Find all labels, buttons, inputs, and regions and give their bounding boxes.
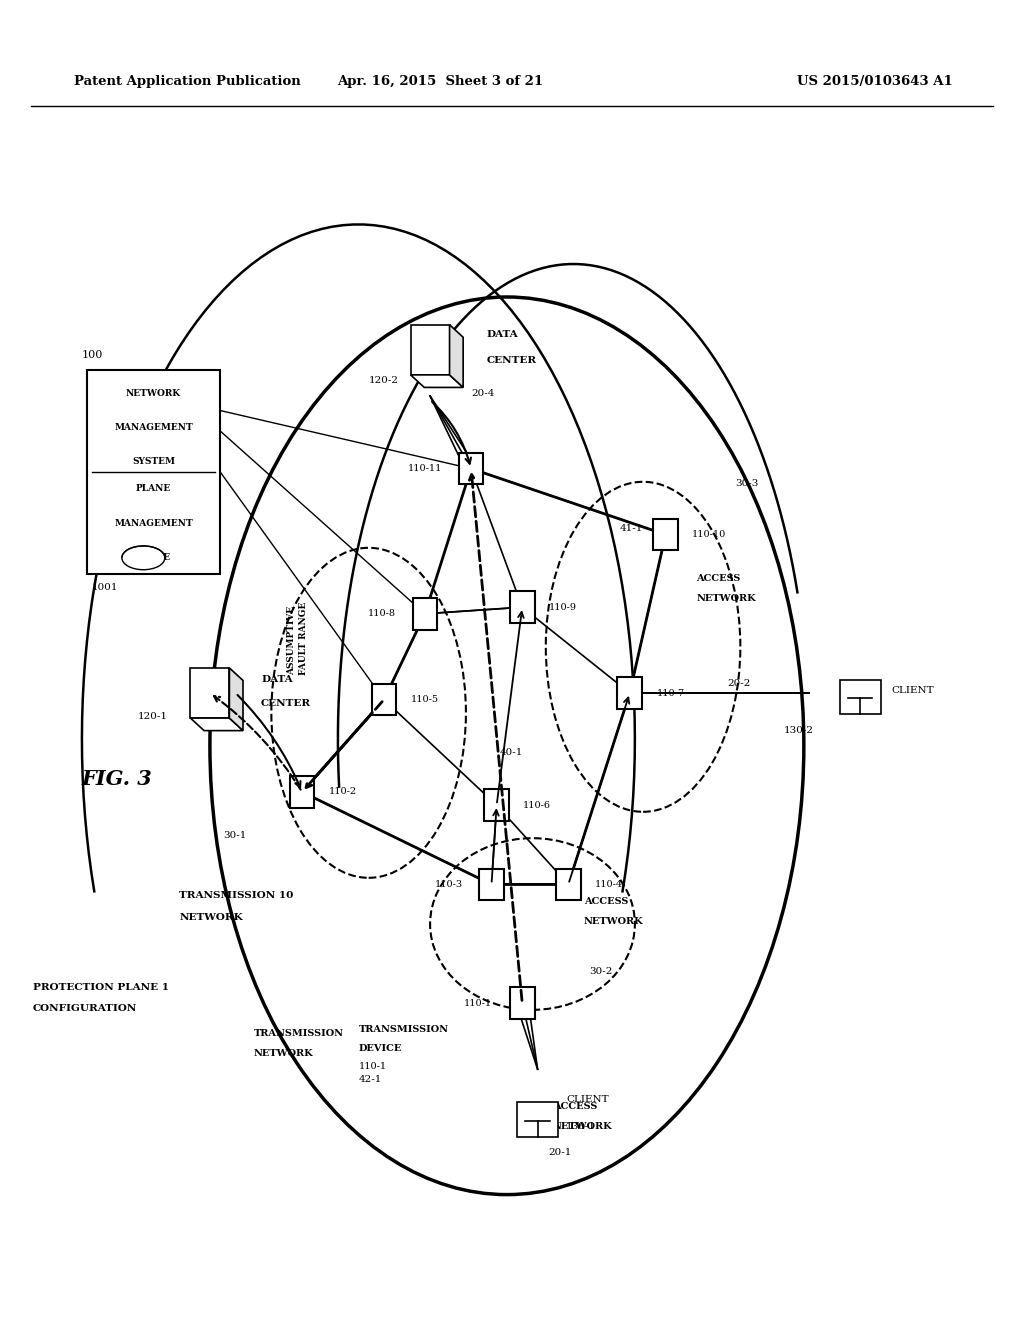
Bar (517, 1102, 558, 1137)
Bar (653, 519, 678, 550)
Text: NETWORK: NETWORK (553, 1122, 612, 1131)
Text: TRANSMISSION: TRANSMISSION (254, 1030, 344, 1039)
Polygon shape (450, 325, 463, 388)
Bar (556, 869, 581, 900)
Polygon shape (190, 718, 243, 731)
Text: 30-3: 30-3 (735, 479, 759, 488)
Text: 110-1: 110-1 (358, 1063, 386, 1072)
Text: 40-1: 40-1 (500, 748, 523, 758)
Text: CONFIGURATION: CONFIGURATION (33, 1005, 137, 1014)
Text: ACCESS: ACCESS (584, 898, 628, 907)
Text: MANAGEMENT: MANAGEMENT (115, 519, 193, 528)
Text: DATA: DATA (261, 676, 293, 685)
Text: FAULT RANGE: FAULT RANGE (299, 602, 307, 676)
Text: 20-4: 20-4 (471, 389, 495, 399)
Text: 110-4: 110-4 (595, 880, 623, 888)
Text: ASSUMPTIVE: ASSUMPTIVE (288, 606, 296, 676)
Text: 110-11: 110-11 (408, 465, 442, 473)
Text: NETWORK: NETWORK (584, 917, 643, 927)
Text: US 2015/0103643 A1: US 2015/0103643 A1 (797, 75, 952, 88)
Text: 110-6: 110-6 (523, 801, 551, 809)
Text: ACCESS: ACCESS (696, 574, 740, 583)
Text: 100: 100 (82, 350, 103, 360)
Text: Patent Application Publication: Patent Application Publication (74, 75, 300, 88)
Text: 1001: 1001 (92, 583, 119, 593)
Text: 20-2: 20-2 (727, 680, 751, 689)
Text: FIG. 3: FIG. 3 (82, 768, 153, 789)
Text: CLIENT: CLIENT (891, 686, 934, 696)
Text: 110-1: 110-1 (464, 999, 492, 1007)
Text: ACCESS: ACCESS (553, 1102, 597, 1111)
Text: 110-5: 110-5 (411, 696, 438, 704)
Text: NETWORK: NETWORK (126, 389, 181, 397)
Text: NETWORK: NETWORK (179, 913, 243, 923)
Bar (290, 776, 314, 808)
Bar (484, 789, 509, 821)
Polygon shape (229, 668, 243, 731)
Bar (840, 680, 881, 714)
Text: TRANSMISSION 10: TRANSMISSION 10 (179, 891, 294, 900)
Text: 30-1: 30-1 (223, 832, 247, 841)
Text: CENTER: CENTER (261, 700, 311, 709)
Bar (87, 370, 220, 574)
Bar (413, 598, 437, 630)
Bar (411, 325, 450, 375)
Text: 130-2: 130-2 (783, 726, 813, 735)
Bar (459, 453, 483, 484)
Bar (190, 668, 229, 718)
Text: NETWORK: NETWORK (254, 1049, 313, 1059)
Text: 120-1: 120-1 (138, 713, 168, 722)
Text: Apr. 16, 2015  Sheet 3 of 21: Apr. 16, 2015 Sheet 3 of 21 (337, 75, 544, 88)
Text: 110-9: 110-9 (549, 603, 577, 611)
Bar (510, 591, 535, 623)
Text: 130-1: 130-1 (566, 1122, 596, 1131)
Text: 20-3: 20-3 (220, 722, 244, 731)
Text: 110-3: 110-3 (435, 880, 463, 888)
Text: 110-7: 110-7 (656, 689, 684, 697)
Text: 20-1: 20-1 (548, 1148, 571, 1158)
Bar (617, 677, 642, 709)
Polygon shape (411, 375, 463, 388)
Bar (510, 987, 535, 1019)
Text: TABLE: TABLE (136, 553, 171, 561)
Text: TRANSMISSION: TRANSMISSION (358, 1026, 449, 1035)
Text: CLIENT: CLIENT (566, 1096, 609, 1105)
Text: PROTECTION PLANE 1: PROTECTION PLANE 1 (33, 983, 169, 993)
Bar (372, 684, 396, 715)
Text: PLANE: PLANE (136, 484, 171, 494)
Text: 42-1: 42-1 (358, 1076, 382, 1085)
Text: 30-2: 30-2 (589, 968, 612, 977)
Ellipse shape (122, 546, 165, 570)
Text: DATA: DATA (486, 330, 518, 339)
Text: MANAGEMENT: MANAGEMENT (115, 424, 193, 432)
Text: SYSTEM: SYSTEM (132, 457, 175, 466)
Text: CENTER: CENTER (486, 356, 537, 366)
Text: DEVICE: DEVICE (358, 1044, 401, 1053)
Text: 120-2: 120-2 (369, 376, 398, 385)
Bar (479, 869, 504, 900)
Text: NETWORK: NETWORK (696, 594, 756, 603)
Text: 110-2: 110-2 (329, 788, 356, 796)
Text: 41-1: 41-1 (620, 524, 643, 533)
Text: 110-10: 110-10 (692, 531, 726, 539)
Text: 110-8: 110-8 (369, 610, 396, 618)
